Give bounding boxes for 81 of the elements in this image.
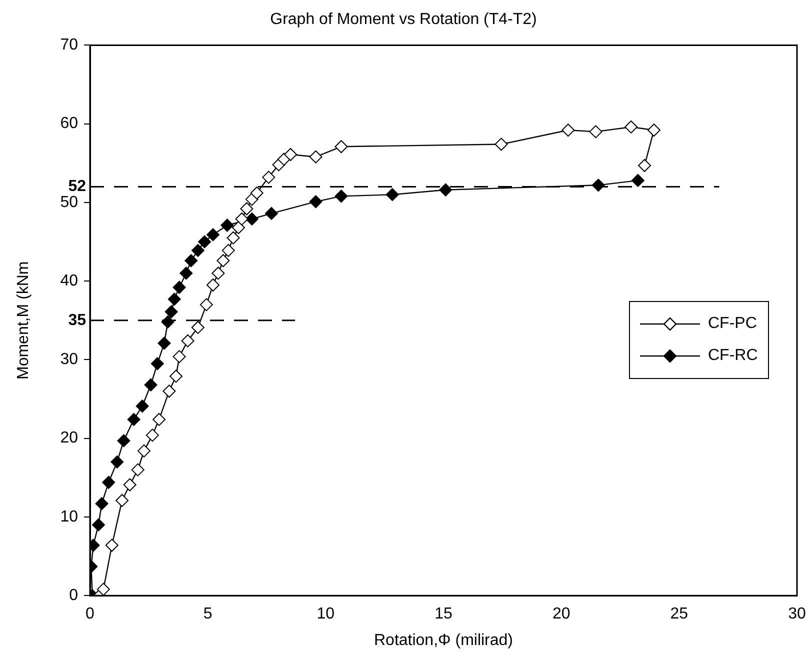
point: [200, 298, 213, 312]
point: [180, 266, 193, 280]
y-tick-label: 50: [60, 194, 78, 211]
point: [172, 350, 186, 364]
point: [131, 463, 144, 476]
x-tick-label: 5: [203, 606, 212, 623]
point: [309, 195, 322, 208]
point: [150, 357, 164, 370]
point: [162, 384, 176, 398]
point: [624, 120, 638, 134]
ref-line-label: 35: [68, 312, 86, 329]
point: [334, 140, 348, 154]
y-tick-label: 0: [69, 587, 78, 604]
point: [152, 412, 166, 426]
point: [235, 212, 248, 226]
point: [191, 320, 204, 334]
point: [164, 305, 178, 318]
y-tick-label: 20: [60, 430, 78, 447]
point: [212, 266, 225, 280]
x-axis-title: Rotation,Φ (milirad): [374, 632, 514, 649]
point: [184, 254, 198, 268]
point: [222, 244, 235, 257]
point: [220, 218, 234, 232]
point: [439, 183, 452, 196]
point: [168, 292, 181, 306]
point: [92, 518, 105, 532]
point: [198, 235, 212, 248]
point: [136, 400, 149, 413]
y-tick-label: 70: [60, 36, 78, 54]
point: [170, 370, 183, 383]
chart-title: Graph of Moment vs Rotation (T4-T2): [270, 11, 537, 28]
point: [264, 206, 278, 220]
point: [309, 150, 322, 164]
point: [284, 148, 298, 161]
y-tick-label: 60: [60, 115, 78, 132]
point: [191, 244, 204, 257]
point: [245, 212, 258, 226]
x-tick-label: 0: [86, 606, 95, 623]
point: [137, 444, 150, 458]
point: [123, 478, 136, 492]
point: [638, 159, 652, 172]
point: [105, 538, 118, 552]
point: [158, 336, 171, 350]
point: [96, 582, 110, 596]
legend-label: CF-PC: [708, 315, 757, 334]
point: [144, 378, 158, 392]
point: [240, 202, 254, 216]
point: [127, 412, 140, 426]
point: [226, 231, 240, 244]
point: [95, 497, 108, 510]
point: [117, 434, 130, 448]
y-axis-title: Moment,M (kNm: [15, 261, 32, 380]
point: [102, 476, 116, 489]
point: [216, 254, 230, 268]
point: [206, 278, 220, 292]
point: [250, 186, 264, 200]
point: [334, 190, 348, 203]
legend-label: CF-RC: [708, 347, 758, 366]
point: [181, 334, 194, 348]
point: [206, 228, 220, 242]
y-tick-label: 10: [60, 508, 78, 526]
x-tick-label: 10: [316, 606, 335, 623]
point: [562, 124, 575, 137]
point: [494, 138, 508, 151]
point: [647, 124, 660, 137]
x-tick-label: 25: [670, 606, 688, 623]
point: [631, 174, 644, 187]
y-tick-label: 40: [60, 272, 78, 290]
x-tick-label: 20: [552, 606, 570, 623]
point: [232, 221, 245, 234]
point: [146, 428, 159, 442]
x-tick-label: 30: [788, 606, 806, 623]
point: [172, 280, 186, 294]
point: [110, 455, 124, 468]
point: [589, 125, 602, 138]
y-tick-label: 30: [60, 351, 78, 368]
point: [116, 494, 129, 507]
ref-line-label: 52: [68, 178, 86, 196]
point: [386, 188, 399, 202]
x-tick-label: 15: [434, 606, 452, 623]
point: [262, 170, 276, 184]
